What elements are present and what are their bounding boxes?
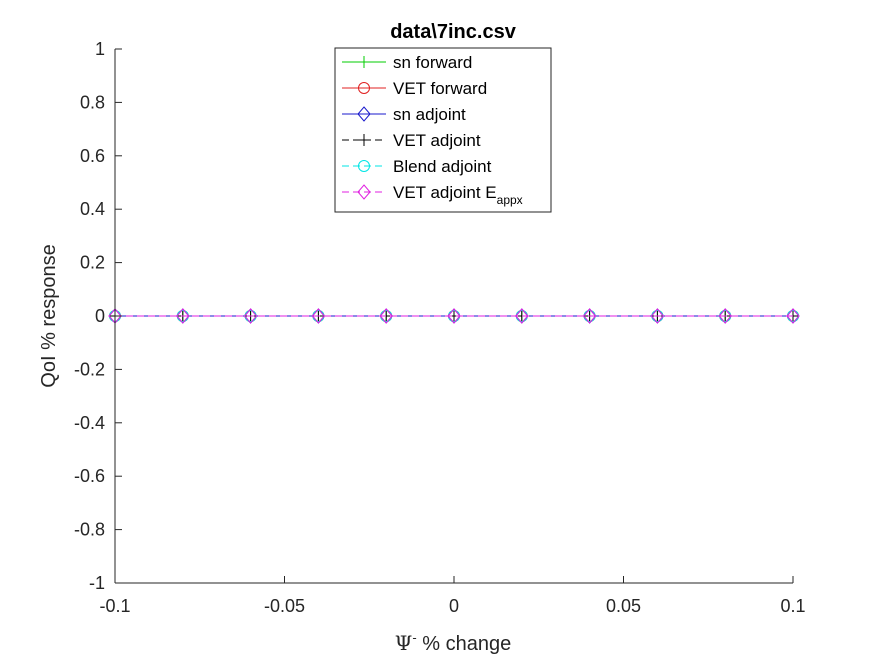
series-layer: [108, 308, 800, 324]
legend-label: sn adjoint: [393, 105, 466, 124]
legend-label: VET forward: [393, 79, 487, 98]
y-tick-label: -0.2: [74, 359, 105, 379]
legend-marker: [358, 82, 370, 94]
chart-title: data\7inc.csv: [390, 21, 517, 43]
y-tick-label: -0.6: [74, 466, 105, 486]
series-6: [108, 308, 800, 324]
legend-label: Blend adjoint: [393, 157, 492, 176]
legend-marker: [358, 134, 370, 146]
x-tick-label: 0.05: [606, 596, 641, 616]
data-point: [176, 308, 190, 324]
axes-layer: -1 -0.8 -0.6 -0.4 -0.2 0 0.2 0.4 0.6 0.8 1 -0.1 -0.0…: [74, 39, 806, 616]
legend-label: VET adjoint Eappx: [393, 183, 523, 207]
legend-entry: VET adjoint Eappx: [342, 183, 523, 207]
data-point: [650, 308, 665, 324]
legend-entry: sn forward: [342, 53, 472, 72]
x-axis-label-symbol: Ψ: [395, 631, 413, 655]
legend-marker: [357, 184, 371, 200]
data-point: [786, 308, 800, 324]
x-axis-label: Ψ- % change: [395, 630, 511, 655]
legend-entry: VET adjoint: [342, 131, 481, 150]
data-point: [379, 308, 393, 324]
legend-marker: [357, 106, 371, 122]
y-tick-label: -0.8: [74, 520, 105, 540]
y-tick-label: 0: [95, 306, 105, 326]
legend-marker: [358, 56, 370, 68]
data-point: [718, 308, 732, 324]
data-point: [243, 308, 258, 324]
data-point: [582, 308, 597, 324]
data-point: [447, 308, 461, 324]
y-tick-label: 0.4: [80, 199, 105, 219]
data-point: [311, 308, 326, 324]
legend-label: VET adjoint: [393, 131, 481, 150]
x-tick-label: 0.1: [780, 596, 805, 616]
legend-entry: Blend adjoint: [342, 157, 492, 176]
y-tick-label: -1: [89, 573, 105, 593]
legend-entry: VET forward: [342, 79, 487, 98]
x-tick-label: -0.1: [99, 596, 130, 616]
legend-label: sn forward: [393, 53, 472, 72]
y-tick-label: 0.2: [80, 253, 105, 273]
legend: sn forward VET forward sn adjoint VET adjoi…: [334, 47, 552, 213]
x-tick-label: 0: [449, 596, 459, 616]
y-tick-label: 0.6: [80, 146, 105, 166]
legend-marker: [358, 160, 370, 172]
y-tick-label: 1: [95, 39, 105, 59]
x-tick-label: -0.05: [264, 596, 305, 616]
y-tick-label: -0.4: [74, 413, 105, 433]
legend-entry: sn adjoint: [342, 105, 466, 124]
legend-box: [334, 47, 552, 213]
y-tick-label: 0.8: [80, 92, 105, 112]
x-axis-label-superscript: -: [412, 630, 416, 645]
data-point: [515, 308, 529, 324]
x-axis-label-text: % change: [417, 633, 512, 655]
y-axis-label: QoI % response: [38, 244, 60, 387]
